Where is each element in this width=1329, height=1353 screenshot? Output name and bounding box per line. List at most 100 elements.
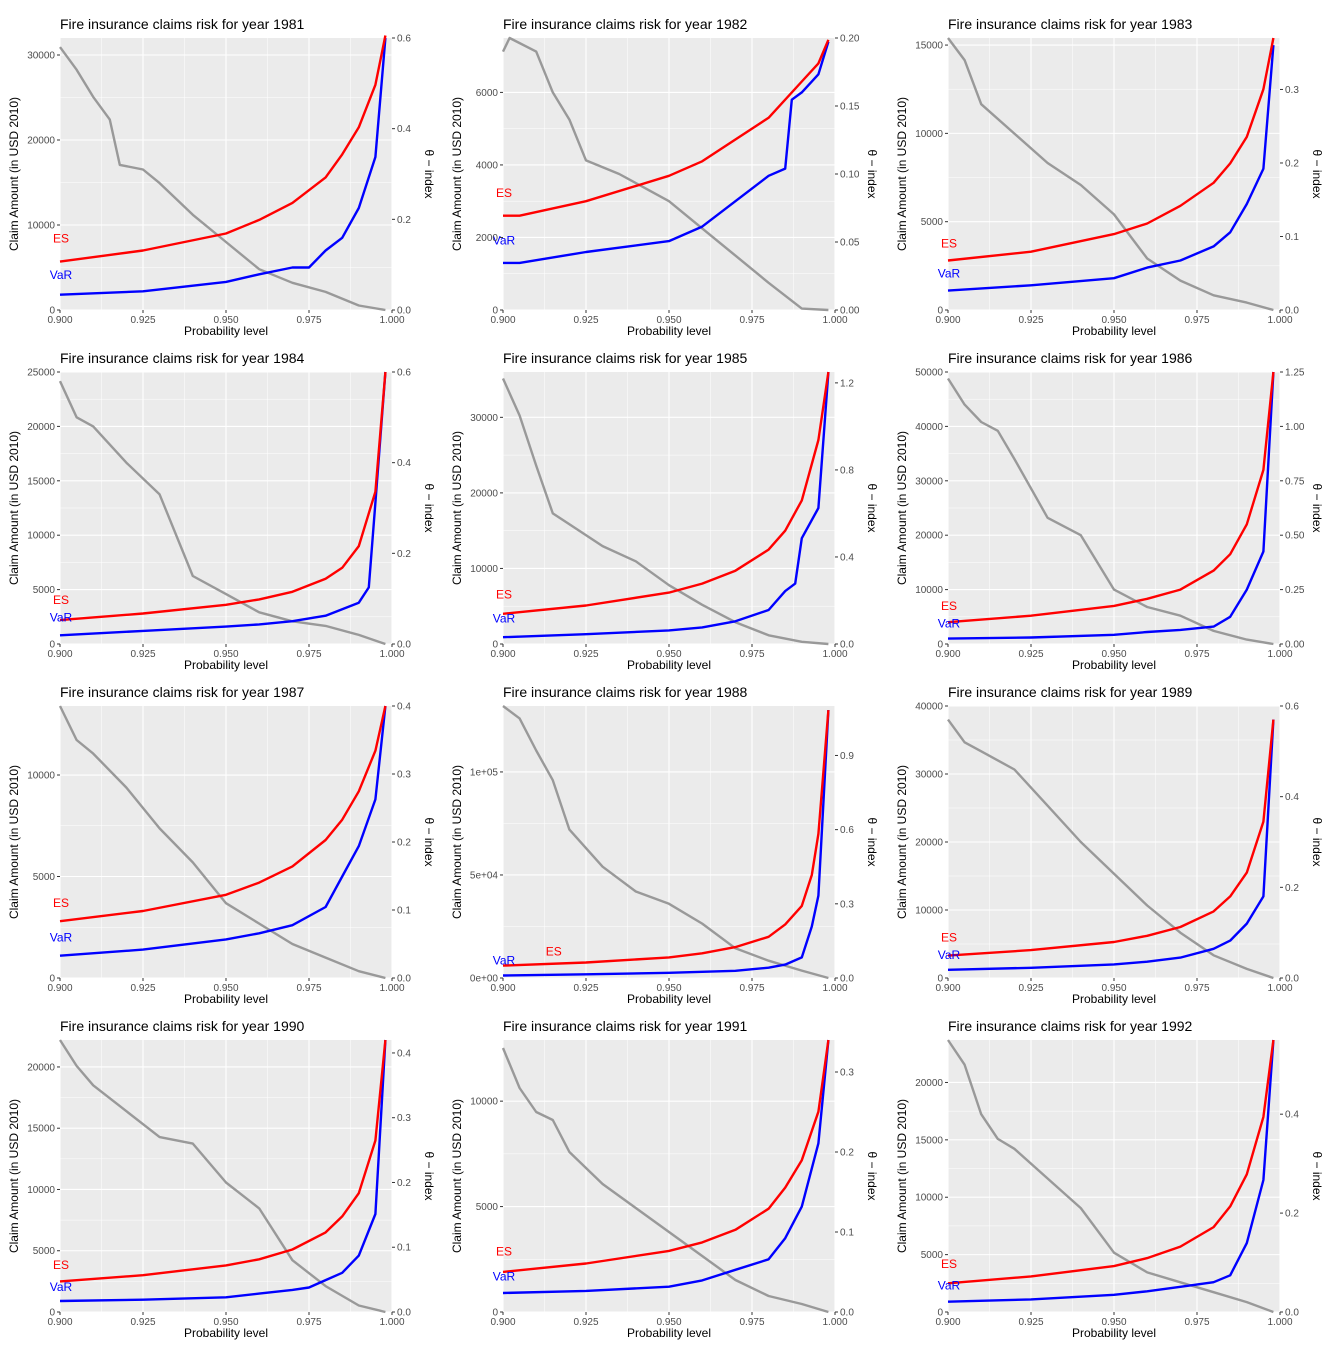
- theta-index-line: [58, 705, 386, 980]
- var-line: [59, 371, 387, 637]
- y-tick-label: 0: [49, 306, 55, 317]
- y2-tick-label: 0.0: [397, 974, 411, 985]
- x-tick-label: 0.925: [130, 983, 155, 994]
- y-tick-label: 10000: [27, 1185, 55, 1196]
- y2-tick-label: 0.3: [840, 1068, 854, 1079]
- y2-tick-label: 0.2: [397, 838, 411, 849]
- es-line: [59, 1039, 387, 1283]
- y-tick-label: 20000: [915, 1078, 943, 1089]
- y-tick-label: 10000: [470, 1097, 498, 1108]
- y2-tick-label: 0.0: [397, 306, 411, 317]
- panel-title: Fire insurance claims risk for year 1982: [503, 16, 748, 32]
- x-tick-label: 0.900: [935, 1317, 960, 1328]
- y-tick-label: 50000: [915, 368, 943, 379]
- x-tick-label: 0.950: [656, 1317, 681, 1328]
- theta-index-line: [58, 1039, 386, 1314]
- y-tick-label: 15000: [915, 1135, 943, 1146]
- x-tick-label: 1.000: [1267, 1317, 1292, 1328]
- y2-tick-label: 0.75: [1285, 476, 1305, 487]
- var-label: VaR: [50, 1280, 73, 1294]
- y-axis-label: Claim Amount (in USD 2010): [7, 97, 21, 251]
- x-tick-label: 0.925: [573, 315, 598, 326]
- y2-tick-label: 0.3: [397, 1113, 411, 1124]
- var-line: [59, 37, 387, 296]
- y-tick-label: 0: [49, 974, 55, 985]
- y2-axis-label: θ − index: [422, 1151, 436, 1200]
- y2-tick-label: 0.4: [397, 1048, 411, 1059]
- var-label: VaR: [50, 611, 73, 625]
- es-label: ES: [941, 599, 957, 613]
- y2-tick-label: 0.4: [1285, 792, 1299, 803]
- x-tick-label: 0.975: [739, 315, 764, 326]
- y2-tick-label: 0.3: [1285, 85, 1299, 96]
- theta-index-line: [59, 46, 386, 312]
- x-tick-label: 0.900: [490, 315, 515, 326]
- y-tick-label: 0: [492, 306, 498, 317]
- y-tick-label: 40000: [915, 422, 943, 433]
- es-line: [503, 39, 830, 217]
- var-line: [947, 719, 1275, 971]
- chart-panel-3: Fire insurance claims risk for year 1983…: [895, 16, 1324, 338]
- chart-panel-7: Fire insurance claims risk for year 1987…: [7, 684, 436, 1006]
- es-label: ES: [496, 1244, 512, 1258]
- es-label: ES: [53, 231, 69, 245]
- x-tick-label: 0.950: [213, 983, 238, 994]
- y2-tick-label: 0.50: [1285, 531, 1305, 542]
- var-label: VaR: [493, 612, 516, 626]
- y-tick-label: 2000: [476, 233, 499, 244]
- y2-axis-label: θ − index: [422, 817, 436, 866]
- panel-title: Fire insurance claims risk for year 1991: [503, 1018, 748, 1034]
- y2-tick-label: 0.1: [840, 1228, 854, 1239]
- y-tick-label: 4000: [476, 160, 499, 171]
- es-label: ES: [496, 186, 512, 200]
- y2-tick-label: 0.25: [1285, 585, 1305, 596]
- y-tick-label: 0: [937, 974, 943, 985]
- y2-tick-label: 0.2: [1285, 1209, 1299, 1220]
- x-axis-label: Probability level: [1072, 1326, 1156, 1340]
- y2-tick-label: 0.0: [840, 974, 854, 985]
- x-axis-label: Probability level: [184, 658, 268, 672]
- y2-tick-label: 0.0: [1285, 1308, 1299, 1319]
- x-tick-label: 0.975: [1184, 315, 1209, 326]
- es-label: ES: [53, 1258, 69, 1272]
- y2-tick-label: 0.1: [397, 906, 411, 917]
- var-line: [947, 371, 1275, 640]
- y-tick-label: 40000: [915, 702, 943, 713]
- x-tick-label: 0.950: [213, 649, 238, 660]
- y2-tick-label: 0.0: [1285, 306, 1299, 317]
- es-line: [947, 719, 1275, 957]
- y2-tick-label: 0.05: [840, 238, 860, 249]
- y-tick-label: 10000: [915, 906, 943, 917]
- x-tick-label: 1.000: [1267, 649, 1292, 660]
- y-tick-label: 0: [49, 640, 55, 651]
- y-tick-label: 20000: [915, 531, 943, 542]
- y-tick-label: 30000: [915, 476, 943, 487]
- x-tick-label: 0.925: [130, 315, 155, 326]
- y-axis-label: Claim Amount (in USD 2010): [450, 97, 464, 251]
- y-tick-label: 15000: [27, 476, 55, 487]
- y2-tick-label: 0.8: [840, 465, 854, 476]
- chart-panel-1: Fire insurance claims risk for year 1981…: [7, 16, 436, 338]
- y2-axis-label: θ − index: [1310, 149, 1324, 198]
- y2-tick-label: 0.2: [397, 549, 411, 560]
- x-axis-label: Probability level: [184, 992, 268, 1006]
- y2-tick-label: 0.0: [840, 640, 854, 651]
- y2-tick-label: 0.4: [1285, 1110, 1299, 1121]
- x-tick-label: 0.975: [296, 649, 321, 660]
- y-tick-label: 10000: [915, 1193, 943, 1204]
- y2-tick-label: 1.25: [1285, 368, 1305, 379]
- x-tick-label: 0.900: [47, 1317, 72, 1328]
- y2-tick-label: 1.2: [840, 378, 854, 389]
- y2-tick-label: 0.0: [397, 640, 411, 651]
- y-tick-label: 20000: [470, 488, 498, 499]
- x-tick-label: 0.950: [1101, 649, 1126, 660]
- es-line: [502, 710, 830, 967]
- y-tick-label: 0: [492, 1308, 498, 1319]
- var-label: VaR: [938, 267, 961, 281]
- y-tick-label: 10000: [27, 531, 55, 542]
- x-tick-label: 0.925: [573, 983, 598, 994]
- x-tick-label: 0.975: [296, 1317, 321, 1328]
- y2-tick-label: 0.15: [840, 102, 860, 113]
- panel-title: Fire insurance claims risk for year 1984: [60, 350, 305, 366]
